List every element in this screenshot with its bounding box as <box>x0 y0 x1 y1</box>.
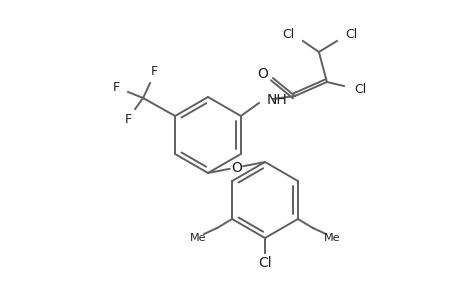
Text: Me: Me <box>323 233 339 243</box>
Text: F: F <box>112 80 119 94</box>
Text: O: O <box>230 160 241 175</box>
Text: O: O <box>257 67 268 81</box>
Text: Cl: Cl <box>282 28 294 40</box>
Text: Cl: Cl <box>344 28 356 40</box>
Text: F: F <box>150 64 157 77</box>
Text: Cl: Cl <box>353 82 365 95</box>
Text: Cl: Cl <box>257 256 271 270</box>
Text: Me: Me <box>190 233 206 243</box>
Text: F: F <box>124 112 131 125</box>
Text: NH: NH <box>266 93 287 107</box>
